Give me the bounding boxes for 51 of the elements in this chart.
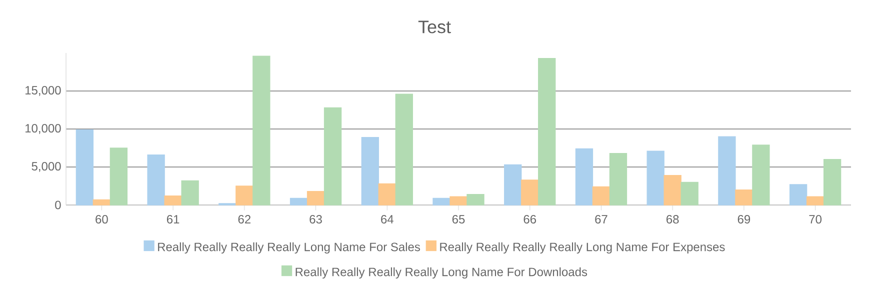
bar [147,154,165,206]
x-tick-label: 60 [96,215,108,224]
y-tick-label: 5,000 [32,162,61,172]
bar [378,183,396,206]
bar [680,182,698,206]
bar [521,180,539,206]
bar [504,164,522,206]
legend-label: Really Really Really Really Long Name For Expenses [440,242,725,254]
bar [823,159,842,206]
bar [752,144,770,206]
bar [395,94,413,206]
x-tick-label: 67 [595,215,608,224]
x-tick-label: 69 [738,215,750,224]
y-tick-label: 0 [55,200,61,210]
bar [806,196,824,206]
x-tick-label: 62 [238,215,250,224]
bar [290,198,308,206]
bar [110,148,128,206]
bar [76,129,94,206]
bar [181,180,199,206]
bar [646,150,664,206]
bar [735,189,753,206]
bar [361,137,379,206]
bar [252,56,270,206]
bar [789,184,808,206]
x-tick-label: 63 [310,215,322,224]
legend-label: Really Really Really Really Long Name For Sales [158,242,420,254]
bar [718,136,736,206]
bar [92,199,111,206]
x-tick-label: 70 [809,215,822,224]
y-tick-label: 10,000 [26,124,61,134]
bar [538,58,556,206]
y-tick-label: 15,000 [26,86,61,96]
bar [432,198,450,206]
bar [236,186,254,206]
bar [306,190,325,206]
x-tick-label: 66 [524,215,536,224]
x-tick-label: 61 [166,215,180,224]
bar [324,107,342,206]
x-tick-label: 68 [666,215,679,224]
bar [592,186,610,206]
bar [466,194,484,206]
bar [164,196,182,206]
bar [609,152,628,206]
bar [575,148,594,206]
bar [450,196,468,206]
x-tick-label: 65 [452,215,465,224]
legend-label: Really Really Really Really Long Name For Downloads [296,267,588,279]
chart-title: Test [418,20,451,34]
bar [664,175,682,206]
x-tick-label: 64 [381,215,394,224]
